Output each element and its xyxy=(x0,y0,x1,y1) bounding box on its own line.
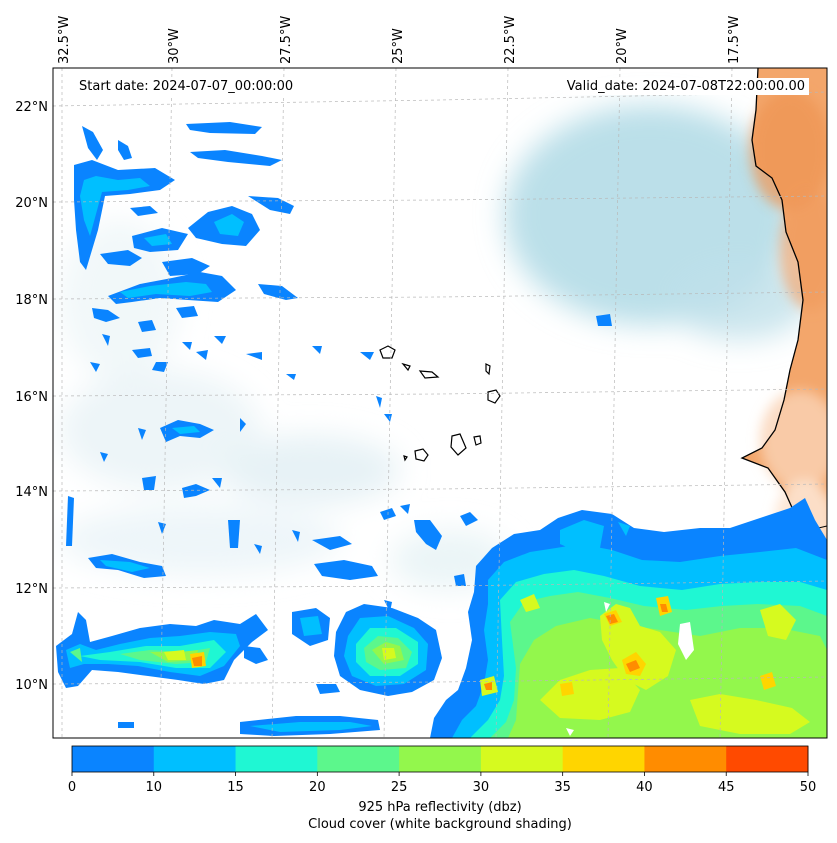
colorbar-tick-label: 0 xyxy=(68,780,76,795)
colorbar-swatch xyxy=(399,746,482,772)
colorbar-swatch xyxy=(153,746,237,772)
colorbar-swatch xyxy=(480,746,564,772)
colorbar-tick-label: 10 xyxy=(146,780,163,795)
colorbar-swatches xyxy=(72,746,809,772)
cape-verde-islands xyxy=(379,345,501,462)
lon-label: 17.5°W xyxy=(727,16,742,64)
start-date-label: Start date: 2024-07-07_00:00:00 xyxy=(75,78,298,95)
graticule xyxy=(53,68,827,738)
map-frame xyxy=(52,67,828,739)
lat-label: 12°N xyxy=(15,582,48,597)
lon-label: 32.5°W xyxy=(57,16,72,64)
colorbar-tick-label: 30 xyxy=(473,780,490,795)
colorbar-swatch xyxy=(72,746,155,772)
cloud-cover-shading xyxy=(60,105,810,590)
colorbar-ticks: 0 10 15 20 25 30 35 40 45 50 xyxy=(68,772,816,795)
lat-label: 16°N xyxy=(15,390,48,405)
colorbar-tick-label: 25 xyxy=(391,780,408,795)
lon-label: 20°W xyxy=(615,28,630,64)
lon-label: 25°W xyxy=(391,28,406,64)
colorbar-tick-label: 40 xyxy=(636,780,653,795)
colorbar-frame xyxy=(71,745,809,773)
latitude-labels: 22°N 20°N 18°N 16°N 14°N 12°N 10°N xyxy=(15,100,48,693)
colorbar-sublabel: Cloud cover (white background shading) xyxy=(308,817,572,832)
reflectivity-band-west xyxy=(66,496,478,612)
colorbar-label: 925 hPa reflectivity (dbz) xyxy=(358,800,522,815)
reflectivity-streaks-nw xyxy=(74,122,392,498)
lat-label: 14°N xyxy=(15,485,48,500)
lat-label: 18°N xyxy=(15,293,48,308)
valid-date-label: Valid_date: 2024-07-08T22:00:00.00 xyxy=(562,78,809,95)
colorbar-swatch xyxy=(317,746,400,772)
colorbar-swatch xyxy=(235,746,318,772)
lat-label: 20°N xyxy=(15,196,48,211)
colorbar-swatch xyxy=(644,746,727,772)
colorbar-tick-label: 35 xyxy=(554,780,571,795)
longitude-labels: 32.5°W 30°W 27.5°W 25°W 22.5°W 20°W 17.5… xyxy=(57,16,742,64)
colorbar-swatch xyxy=(726,746,809,772)
colorbar-tick-label: 15 xyxy=(227,780,244,795)
colorbar-tick-label: 20 xyxy=(309,780,326,795)
colorbar-tick-label: 50 xyxy=(800,780,817,795)
colorbar-tick-label: 45 xyxy=(718,780,735,795)
lon-label: 27.5°W xyxy=(279,16,294,64)
lat-label: 10°N xyxy=(15,678,48,693)
reflectivity-cells-sw xyxy=(56,604,442,736)
lat-label: 22°N xyxy=(15,100,48,115)
colorbar-swatch xyxy=(562,746,645,772)
lon-label: 30°W xyxy=(167,28,182,64)
colorbar: 0 10 15 20 25 30 35 40 45 50 xyxy=(68,745,816,795)
lon-label: 22.5°W xyxy=(503,16,518,64)
